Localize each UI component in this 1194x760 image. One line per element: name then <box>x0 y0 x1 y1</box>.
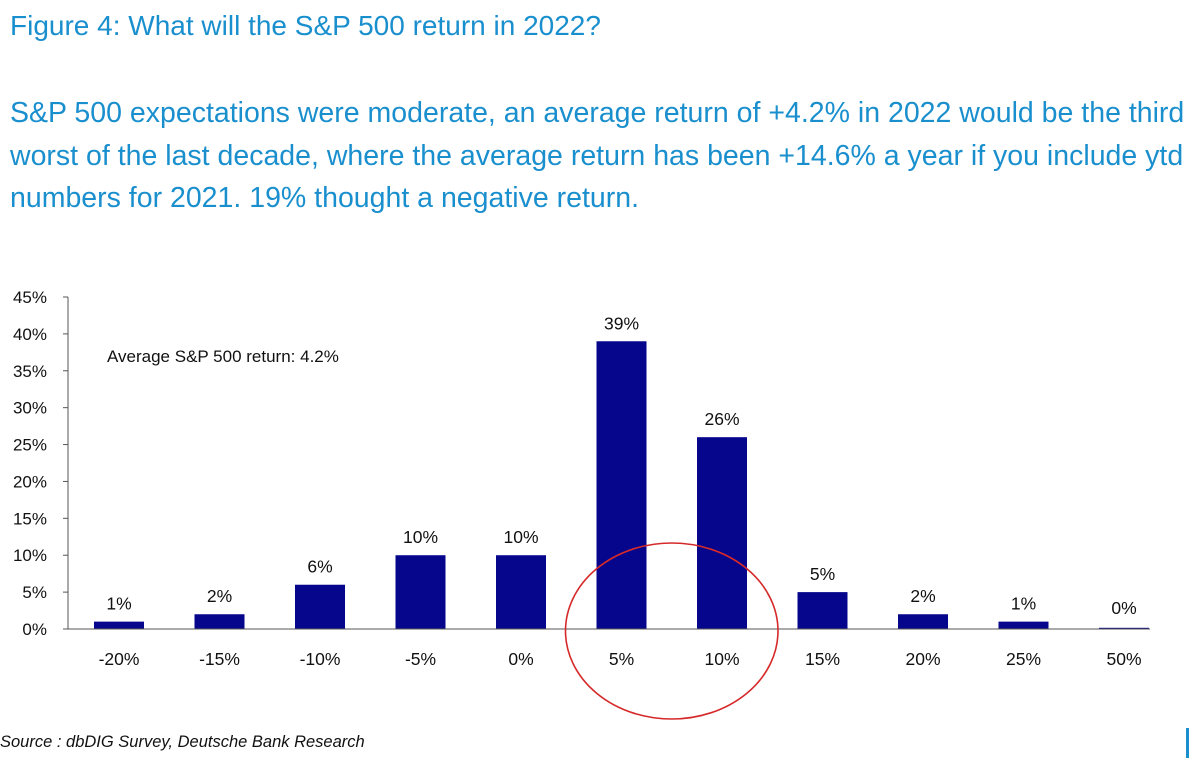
figure-title: Figure 4: What will the S&P 500 return i… <box>10 10 601 41</box>
y-tick-label: 10% <box>13 546 47 565</box>
highlight-ellipse <box>564 542 779 720</box>
x-tick-label: -20% <box>99 649 140 669</box>
x-tick-label: 0% <box>508 649 533 669</box>
x-tick-label: 10% <box>704 649 739 669</box>
bar-data-label: 6% <box>307 557 332 577</box>
bar <box>395 555 446 629</box>
figure-subtitle: S&P 500 expectations were moderate, an a… <box>10 97 1185 214</box>
y-tick-label: 25% <box>13 436 47 455</box>
x-tick-label: -15% <box>199 649 240 669</box>
bar-data-label: 1% <box>106 594 131 614</box>
x-tick-label: 5% <box>609 649 634 669</box>
bar-data-label: 2% <box>910 586 935 606</box>
bar-data-label: 39% <box>604 313 639 333</box>
x-tick-label: 20% <box>905 649 940 669</box>
bar-data-label: 10% <box>403 527 438 547</box>
x-tick-label: -10% <box>300 649 341 669</box>
y-tick-label: 15% <box>13 509 47 528</box>
y-tick-label: 30% <box>13 399 47 418</box>
y-tick-label: 40% <box>13 325 47 344</box>
bar <box>596 341 647 629</box>
x-tick-label: 50% <box>1106 649 1141 669</box>
average-return-annotation: Average S&P 500 return: 4.2% <box>107 347 339 366</box>
x-tick-label: 15% <box>805 649 840 669</box>
bar <box>797 592 848 629</box>
bar <box>94 621 144 629</box>
edge-marker <box>1186 728 1189 758</box>
bars: 1% 2% 6% 10% 10% 39% 26% 5% 2% 1% 0% <box>68 313 1150 630</box>
x-axis-labels: -20% -15% -10% -5% 0% 5% 10% 15% 20% 25% 50% <box>99 649 1142 669</box>
bar <box>898 614 948 629</box>
bar-data-label: 10% <box>503 527 538 547</box>
bar <box>295 584 345 629</box>
y-axis: 0% 5% 10% 15% 20% 25% 30% 35% 40% 45% <box>13 288 69 639</box>
bar-data-label: 5% <box>810 564 835 584</box>
source-note: Source : dbDIG Survey, Deutsche Bank Res… <box>0 733 365 751</box>
bar-data-label: 2% <box>207 586 232 606</box>
y-tick-label: 5% <box>22 583 47 602</box>
bar <box>496 555 546 629</box>
y-tick-label: 0% <box>22 620 47 639</box>
x-tick-label: 25% <box>1006 649 1041 669</box>
bar-data-label: 0% <box>1111 598 1136 618</box>
bar <box>194 614 245 629</box>
bar <box>697 437 747 629</box>
y-tick-label: 35% <box>13 362 47 381</box>
bar-chart: 0% 5% 10% 15% 20% 25% 30% 35% 40% 45% 1% 2% 6% 10% 10… <box>13 288 1150 720</box>
x-tick-label: -5% <box>405 649 436 669</box>
y-tick-label: 45% <box>13 288 47 307</box>
bar <box>998 621 1049 629</box>
y-tick-label: 20% <box>13 472 47 491</box>
bar <box>1099 627 1149 629</box>
bar-data-label: 26% <box>704 409 739 429</box>
bar-data-label: 1% <box>1011 594 1036 614</box>
